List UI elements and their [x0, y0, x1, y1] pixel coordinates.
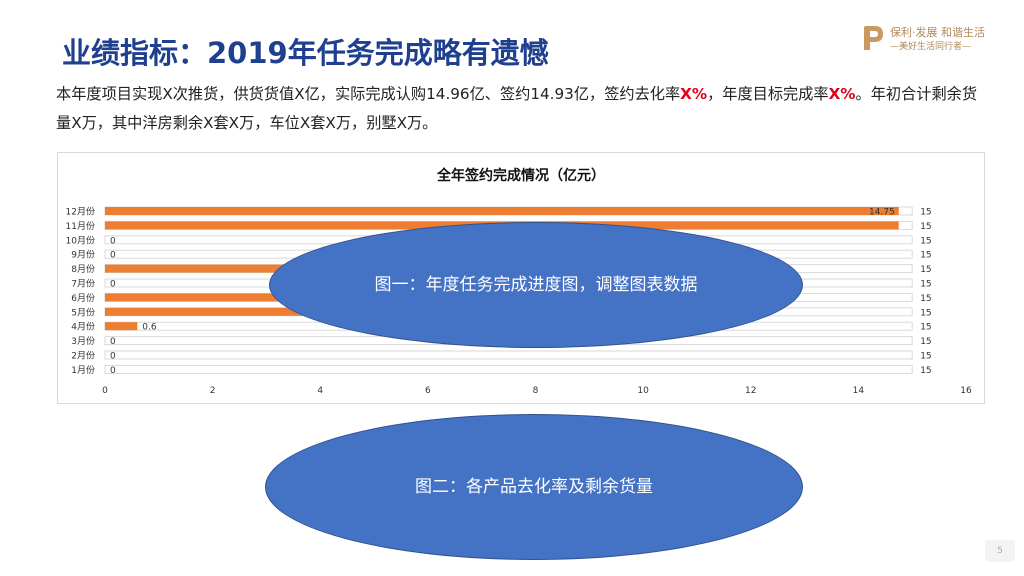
x-tick-label: 10	[637, 386, 649, 396]
callout-two-text: 图二：各产品去化率及剩余货量	[415, 477, 653, 497]
category-label: 10月份	[66, 234, 95, 246]
category-label: 11月份	[66, 220, 95, 232]
page-title: 业绩指标：2019年任务完成略有遗憾	[62, 36, 549, 70]
summary-text-2: ，年度目标完成率	[707, 85, 829, 103]
x-tick-label: 14	[853, 386, 865, 396]
target-bar	[104, 350, 913, 360]
actual-data-label: 0	[110, 366, 116, 376]
summary-text-3: 。年初合计剩余货量X万，其中洋房剩余X套X万，车位X套X万，别墅X万。	[56, 85, 978, 132]
callout-ellipse-chart-one: 图一：年度任务完成进度图，调整图表数据	[269, 222, 803, 348]
summary-text-1: 本年度项目实现X次推货，供货货值X亿，实际完成认购14.96亿、签约14.93亿…	[56, 85, 681, 103]
target-data-label: 15	[920, 308, 931, 318]
x-tick-label: 16	[960, 386, 972, 396]
actual-data-label: 0	[110, 337, 116, 347]
target-data-label: 15	[920, 208, 931, 218]
x-tick-label: 12	[745, 386, 756, 396]
chart-title: 全年签约完成情况（亿元）	[437, 168, 605, 184]
category-label: 12月份	[66, 206, 95, 218]
target-data-label: 15	[920, 366, 931, 376]
x-tick-label: 2	[210, 386, 216, 396]
target-data-label: 15	[920, 337, 931, 347]
callout-ellipse-chart-two: 图二：各产品去化率及剩余货量	[265, 414, 803, 560]
target-data-label: 15	[920, 236, 931, 246]
target-data-label: 15	[920, 280, 931, 290]
target-rate-value: X%	[828, 85, 856, 103]
x-tick-label: 8	[533, 386, 539, 396]
x-tick-label: 6	[425, 386, 431, 396]
x-tick-label: 4	[317, 386, 323, 396]
actual-data-label: 0	[110, 280, 116, 290]
page-number: 5	[985, 540, 1015, 562]
callout-one-text: 图一：年度任务完成进度图，调整图表数据	[374, 275, 698, 295]
actual-data-label: 0	[110, 236, 116, 246]
logo-tagline: —美好生活同行者—	[890, 42, 972, 52]
category-label: 4月份	[71, 321, 95, 333]
category-label: 2月份	[71, 350, 95, 362]
actual-bar	[105, 322, 138, 331]
category-label: 1月份	[71, 364, 95, 376]
target-data-label: 15	[920, 352, 931, 362]
category-label: 9月份	[71, 249, 95, 261]
actual-data-label: 0	[110, 352, 116, 362]
target-bar	[104, 364, 913, 374]
category-label: 5月份	[71, 306, 95, 318]
target-data-label: 15	[920, 222, 931, 232]
category-label: 8月份	[71, 263, 95, 275]
target-data-label: 15	[920, 265, 931, 275]
actual-data-label: 0	[110, 251, 116, 261]
signing-rate-value: X%	[680, 85, 708, 103]
category-label: 3月份	[71, 335, 95, 347]
company-logo: 保利·发展 和谐生活 —美好生活同行者—	[860, 22, 1010, 56]
category-label: 7月份	[71, 278, 95, 290]
actual-data-label: 14.75	[869, 208, 895, 218]
target-data-label: 15	[920, 294, 931, 304]
logo-mark-icon	[864, 26, 883, 50]
category-label: 6月份	[71, 292, 95, 304]
target-data-label: 15	[920, 323, 931, 333]
target-data-label: 15	[920, 251, 931, 261]
actual-data-label: 0.6	[142, 323, 157, 333]
actual-bar	[105, 207, 899, 215]
logo-slogan: 保利·发展 和谐生活	[890, 26, 985, 39]
x-tick-label: 0	[102, 386, 108, 396]
summary-paragraph: 本年度项目实现X次推货，供货货值X亿，实际完成认购14.96亿、签约14.93亿…	[56, 80, 984, 138]
